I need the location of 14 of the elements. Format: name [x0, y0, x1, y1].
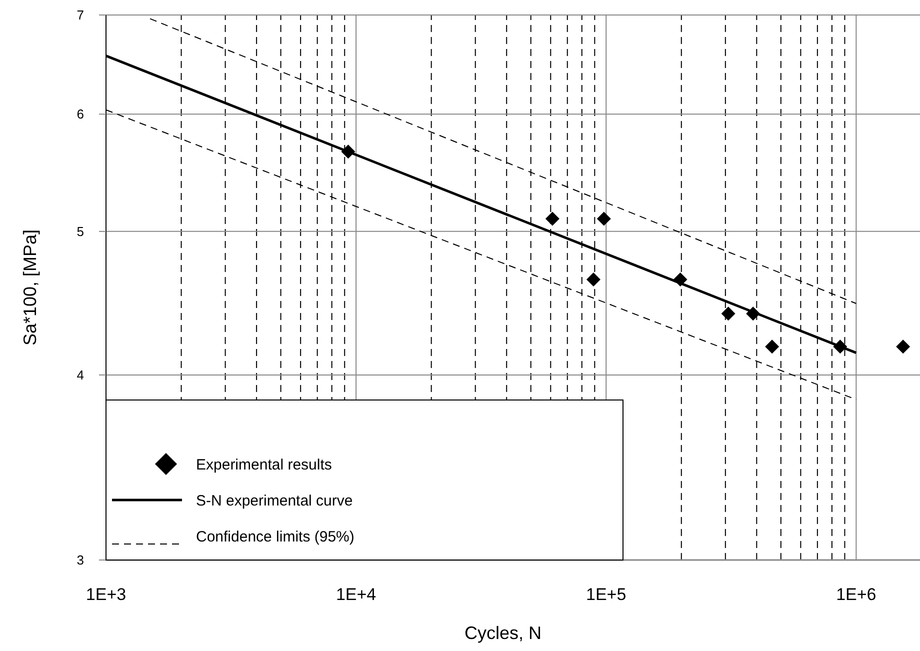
y-tick-label: 7 — [76, 8, 84, 23]
x-tick-label: 1E+5 — [586, 585, 626, 604]
y-tick-label: 4 — [76, 368, 84, 383]
x-tick-label: 1E+3 — [86, 585, 126, 604]
y-tick-label: 3 — [76, 552, 84, 568]
legend-label: Experimental results — [196, 456, 332, 474]
y-axis-title: Sa*100, [MPa] — [20, 229, 40, 346]
x-tick-label: 1E+4 — [336, 585, 376, 604]
x-axis-title: Cycles, N — [464, 623, 542, 643]
legend-label: S-N experimental curve — [196, 492, 353, 510]
x-tick-label: 1E+6 — [836, 585, 876, 604]
y-tick-label: 6 — [76, 106, 84, 122]
y-tick-label: 5 — [76, 224, 84, 239]
legend-label: Confidence limits (95%) — [196, 528, 354, 546]
